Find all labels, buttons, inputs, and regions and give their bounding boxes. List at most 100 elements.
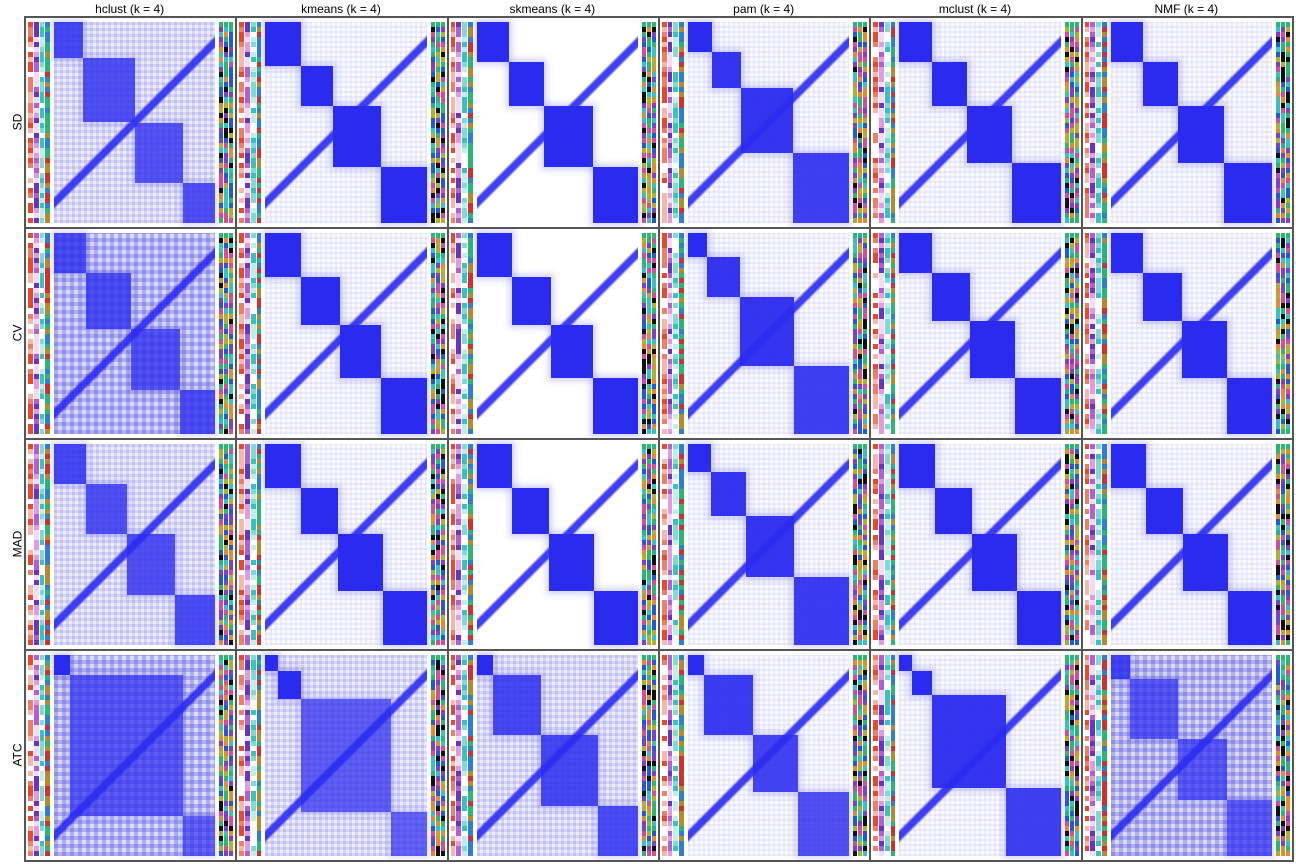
left-annotation (451, 655, 473, 856)
consensus-matrix (265, 233, 426, 434)
right-annotation (853, 233, 867, 434)
right-annotation (219, 233, 233, 434)
right-annotation (431, 22, 445, 223)
consensus-heatmap-panel (448, 17, 659, 228)
right-annotation (431, 444, 445, 645)
col-title: pam (k = 4) (658, 2, 869, 16)
left-annotation (451, 22, 473, 223)
right-annotation (1065, 655, 1079, 856)
consensus-matrix (1111, 655, 1272, 856)
consensus-matrix (688, 444, 849, 645)
left-annotation (28, 444, 50, 645)
consensus-matrix (899, 22, 1060, 223)
right-annotation (642, 22, 656, 223)
consensus-matrix (688, 233, 849, 434)
left-annotation (1085, 444, 1107, 645)
left-annotation (239, 655, 261, 856)
consensus-matrix (688, 22, 849, 223)
row-label: CV (10, 324, 24, 341)
col-title: NMF (k = 4) (1081, 2, 1292, 16)
right-annotation (1276, 233, 1290, 434)
right-annotation (642, 233, 656, 434)
right-annotation (853, 655, 867, 856)
right-annotation (642, 655, 656, 856)
column-titles-row: hclust (k = 4) kmeans (k = 4) skmeans (k… (24, 2, 1292, 16)
consensus-matrix (265, 22, 426, 223)
row-label: ATC (10, 743, 24, 766)
left-annotation (873, 22, 895, 223)
consensus-matrix (899, 655, 1060, 856)
consensus-matrix (1111, 444, 1272, 645)
consensus-matrix (54, 22, 215, 223)
row-label: MAD (10, 530, 24, 557)
consensus-heatmap-panel (236, 228, 447, 439)
consensus-heatmap-panel (870, 228, 1081, 439)
right-annotation (219, 444, 233, 645)
col-title: mclust (k = 4) (869, 2, 1080, 16)
left-annotation (1085, 22, 1107, 223)
right-annotation (1276, 22, 1290, 223)
right-annotation (853, 22, 867, 223)
left-annotation (451, 444, 473, 645)
row-label: SD (10, 113, 24, 130)
consensus-heatmap-panel (1082, 17, 1293, 228)
consensus-heatmap-panel (870, 650, 1081, 861)
consensus-heatmap-panel (659, 650, 870, 861)
left-annotation (873, 444, 895, 645)
consensus-matrix (688, 655, 849, 856)
right-annotation (431, 233, 445, 434)
left-annotation (662, 22, 684, 223)
consensus-heatmap-panel (659, 17, 870, 228)
right-annotation (1276, 444, 1290, 645)
left-annotation (662, 233, 684, 434)
consensus-heatmap-panel (448, 228, 659, 439)
consensus-heatmap-panel (1082, 650, 1293, 861)
right-annotation (1065, 22, 1079, 223)
consensus-matrix (54, 233, 215, 434)
col-title: kmeans (k = 4) (235, 2, 446, 16)
left-annotation (662, 444, 684, 645)
left-annotation (28, 655, 50, 856)
left-annotation (873, 233, 895, 434)
row-labels-col: SD CV MAD ATC (4, 16, 22, 860)
left-annotation (1085, 655, 1107, 856)
consensus-matrix (265, 444, 426, 645)
consensus-matrix (265, 655, 426, 856)
consensus-heatmap-panel (25, 17, 236, 228)
consensus-heatmap-panel (870, 17, 1081, 228)
consensus-heatmap-panel (448, 439, 659, 650)
consensus-matrix (54, 444, 215, 645)
left-annotation (1085, 233, 1107, 434)
consensus-heatmap-panel (1082, 439, 1293, 650)
consensus-matrix (899, 233, 1060, 434)
right-annotation (642, 444, 656, 645)
col-title: hclust (k = 4) (24, 2, 235, 16)
consensus-matrix (54, 655, 215, 856)
col-title: skmeans (k = 4) (447, 2, 658, 16)
left-annotation (451, 233, 473, 434)
left-annotation (28, 233, 50, 434)
consensus-heatmap-panel (448, 650, 659, 861)
right-annotation (219, 22, 233, 223)
right-annotation (219, 655, 233, 856)
consensus-matrix (477, 655, 638, 856)
consensus-heatmap-panel (236, 17, 447, 228)
consensus-matrix (899, 444, 1060, 645)
left-annotation (873, 655, 895, 856)
left-annotation (28, 22, 50, 223)
right-annotation (1065, 233, 1079, 434)
consensus-matrix (1111, 233, 1272, 434)
left-annotation (239, 233, 261, 434)
consensus-matrix (477, 233, 638, 434)
consensus-heatmap-panel (236, 439, 447, 650)
consensus-heatmap-panel (25, 650, 236, 861)
consensus-heatmap-panel (236, 650, 447, 861)
consensus-matrix (477, 444, 638, 645)
consensus-heatmap-panel (25, 228, 236, 439)
consensus-heatmap-panel (659, 439, 870, 650)
consensus-heatmap-panel (870, 439, 1081, 650)
consensus-heatmap-panel (659, 228, 870, 439)
consensus-matrix (1111, 22, 1272, 223)
consensus-matrix (477, 22, 638, 223)
left-annotation (239, 444, 261, 645)
